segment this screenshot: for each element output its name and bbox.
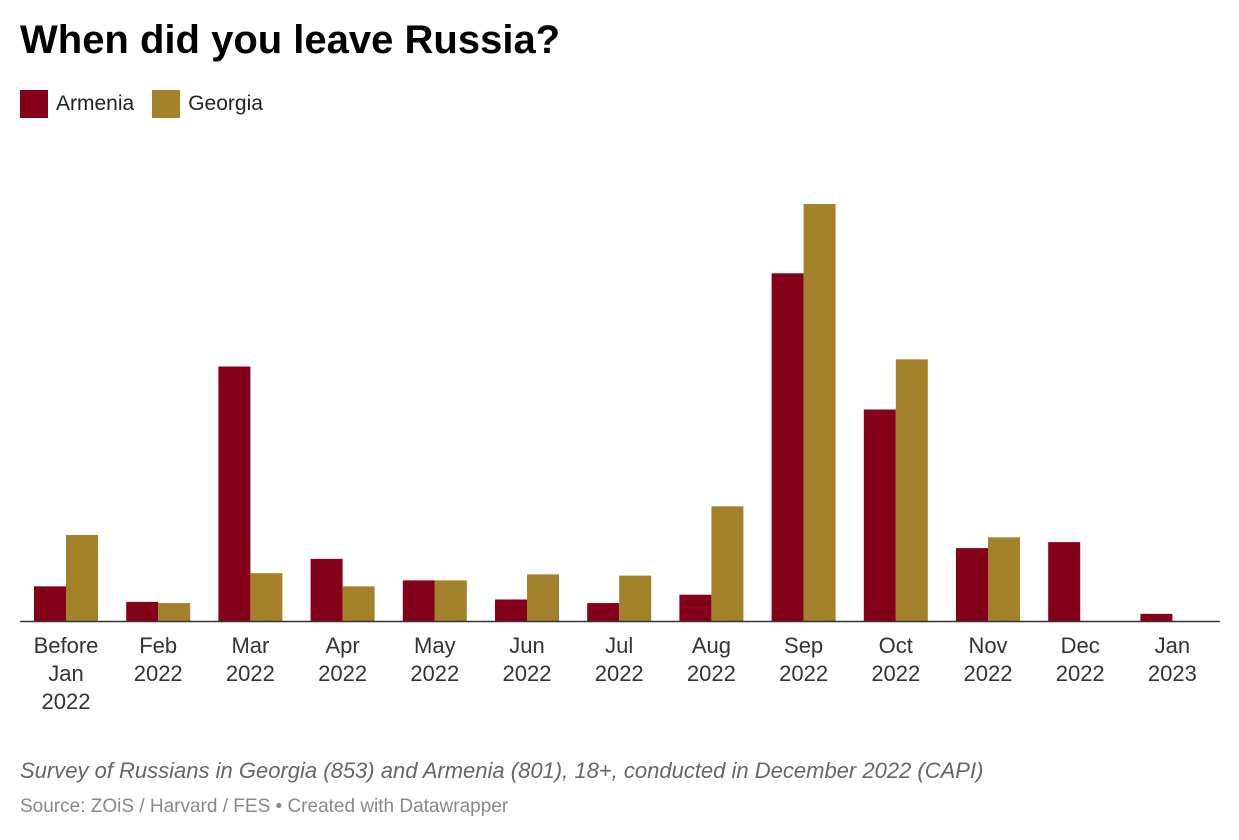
x-tick-label: Feb 2022 — [134, 633, 183, 686]
legend-swatch-georgia — [152, 90, 181, 118]
bar-armenia-8 — [771, 273, 804, 621]
bar-armenia-10 — [956, 548, 988, 621]
legend-item-armenia: Armenia — [20, 90, 134, 118]
bar-georgia-7 — [711, 506, 744, 621]
x-tick-label: Oct 2022 — [871, 633, 920, 686]
legend-swatch-armenia — [20, 90, 48, 118]
bar-chart: Before Jan 2022 Feb 2022 Mar 2022 Apr 2022 May 202… — [20, 204, 1220, 714]
x-tick-label: Mar 2022 — [226, 633, 275, 686]
bar-armenia-6 — [587, 603, 620, 621]
x-tick-label: Jun 2022 — [503, 633, 552, 686]
bar-armenia-0 — [34, 586, 66, 621]
bar-georgia-10 — [988, 537, 1020, 621]
x-tick-label: Jul 2022 — [595, 633, 644, 686]
x-tick-label: Dec 2022 — [1056, 633, 1105, 686]
chart-notes: Survey of Russians in Georgia (853) and … — [20, 758, 984, 783]
bar-georgia-5 — [527, 574, 559, 621]
x-tick-label: Apr 2022 — [318, 633, 367, 686]
bar-armenia-1 — [126, 601, 159, 621]
bar-armenia-4 — [402, 580, 435, 621]
chart-source: Source: ZOiS / Harvard / FES • Created w… — [20, 796, 509, 817]
x-tick-label: Nov 2022 — [964, 633, 1013, 686]
bar-armenia-7 — [679, 594, 712, 621]
bar-georgia-6 — [619, 575, 652, 621]
legend: Armenia Georgia — [20, 90, 263, 118]
bar-georgia-0 — [66, 534, 98, 621]
bar-armenia-11 — [1048, 542, 1081, 621]
legend-label: Georgia — [188, 92, 263, 115]
bar-armenia-5 — [495, 599, 527, 621]
bar-armenia-12 — [1140, 613, 1173, 621]
x-tick-label: Jan 2023 — [1148, 633, 1197, 686]
bar-georgia-2 — [250, 573, 283, 621]
x-tick-label: Before Jan 2022 — [34, 633, 99, 714]
bar-armenia-9 — [863, 409, 896, 621]
bar-georgia-8 — [803, 204, 836, 621]
legend-item-georgia: Georgia — [152, 90, 263, 118]
x-tick-label: Sep 2022 — [779, 633, 828, 686]
bar-georgia-3 — [342, 586, 375, 621]
bar-georgia-9 — [895, 359, 928, 621]
legend-label: Armenia — [56, 92, 135, 115]
x-tick-label: May 2022 — [410, 633, 459, 686]
bar-georgia-4 — [434, 580, 467, 621]
bar-armenia-3 — [310, 558, 343, 621]
chart-title: When did you leave Russia? — [20, 18, 561, 62]
x-tick-label: Aug 2022 — [687, 633, 736, 686]
bar-armenia-2 — [218, 366, 251, 621]
bar-georgia-1 — [158, 603, 191, 621]
